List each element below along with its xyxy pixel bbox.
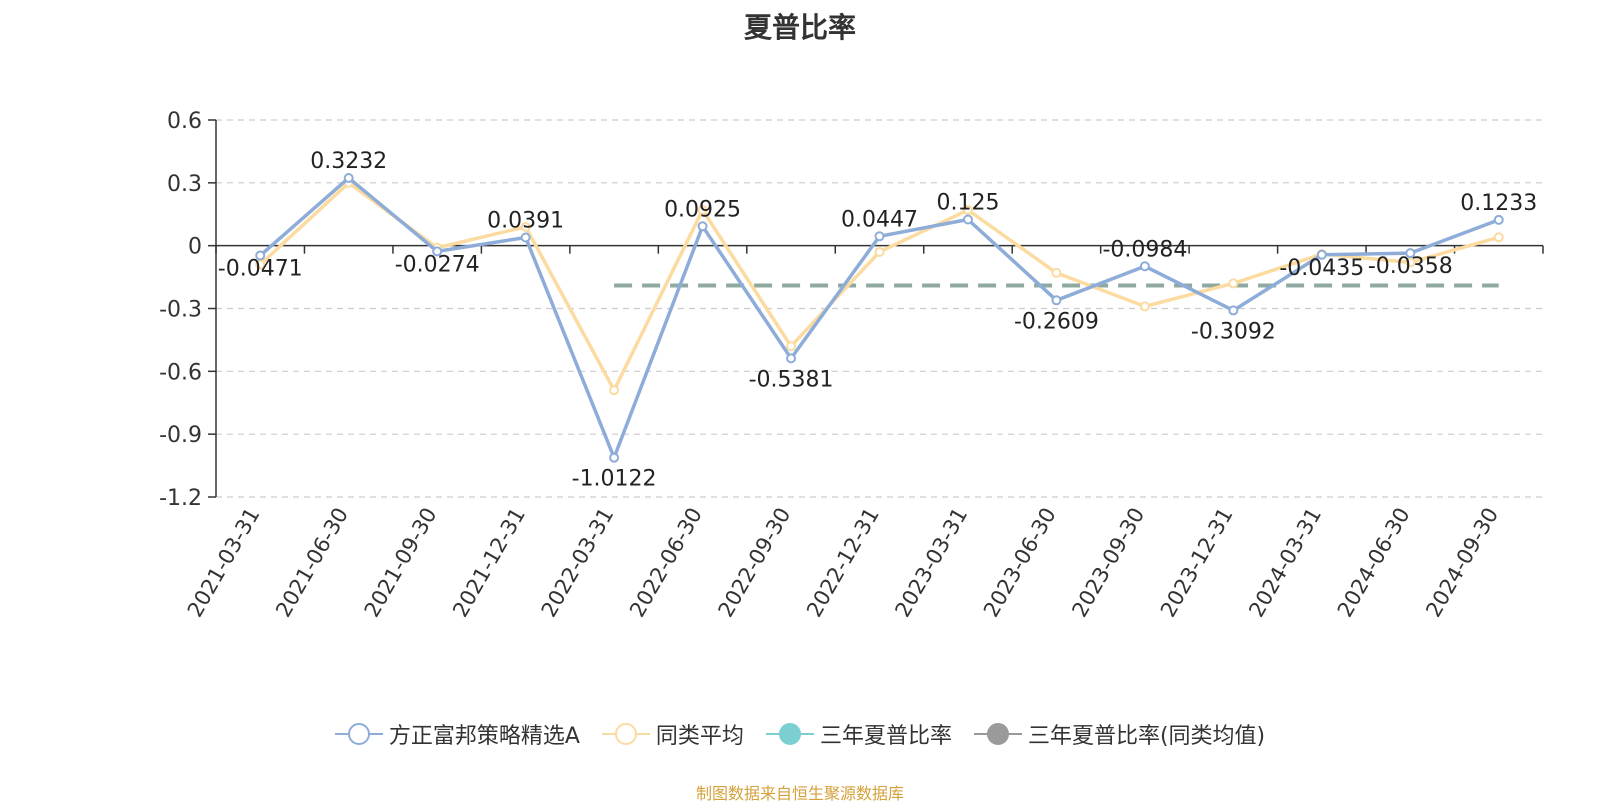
series-layer xyxy=(255,172,1504,463)
data-label: -0.0358 xyxy=(1368,254,1453,279)
x-tick-label: 2021-06-30 xyxy=(271,504,353,622)
data-point xyxy=(786,341,797,352)
data-point xyxy=(1051,295,1062,306)
legend-label: 方正富邦策略精选A xyxy=(388,724,580,749)
y-tick-label: -0.3 xyxy=(159,298,202,323)
x-tick-label: 2022-09-30 xyxy=(714,504,796,622)
data-label: 0.1233 xyxy=(1460,191,1537,216)
data-label: 0.125 xyxy=(936,190,999,215)
legend-marker-icon xyxy=(334,723,383,745)
data-point xyxy=(1051,267,1062,278)
legend-marker-icon xyxy=(973,723,1022,745)
data-point xyxy=(962,214,973,225)
data-point xyxy=(1405,257,1416,268)
chart-title: 夏普比率 xyxy=(743,11,856,44)
x-tick-label: 2023-03-31 xyxy=(890,504,972,622)
data-point xyxy=(1493,214,1504,225)
data-point xyxy=(697,221,708,232)
data-point xyxy=(609,452,620,463)
y-tick-label: -0.9 xyxy=(159,423,202,448)
data-label: -0.5381 xyxy=(749,367,834,392)
y-tick-label: -1.2 xyxy=(159,486,202,511)
data-point xyxy=(874,231,885,242)
legend-label: 三年夏普比率 xyxy=(819,724,952,749)
x-tick-label: 2023-09-30 xyxy=(1067,504,1149,622)
x-tick-label: 2023-06-30 xyxy=(979,504,1061,622)
data-point xyxy=(255,250,266,261)
source-note: 制图数据来自恒生聚源数据库 xyxy=(695,784,904,803)
data-label: -0.3092 xyxy=(1191,319,1276,344)
x-tick-label: 2024-09-30 xyxy=(1421,504,1503,622)
y-tick-label: 0 xyxy=(188,235,202,260)
x-tick-label: 2021-09-30 xyxy=(360,503,442,621)
data-label: -0.0435 xyxy=(1279,256,1364,281)
data-point xyxy=(432,246,443,257)
x-tick-label: 2021-12-31 xyxy=(448,504,530,622)
legend-item[interactable]: 方正富邦策略精选A xyxy=(334,718,580,750)
legend-item[interactable]: 同类平均 xyxy=(601,718,744,750)
legend-marker-icon xyxy=(765,723,814,745)
data-point xyxy=(1405,248,1416,259)
data-point xyxy=(1228,305,1239,316)
y-tick-label: 0.3 xyxy=(167,172,202,197)
data-point xyxy=(874,246,885,257)
legend-marker-icon xyxy=(601,723,650,745)
data-point xyxy=(962,205,973,216)
x-tick-label: 2022-12-31 xyxy=(802,504,884,622)
data-label: 0.0391 xyxy=(487,208,564,233)
data-label: 0.3232 xyxy=(310,149,387,174)
x-tick-label: 2021-03-31 xyxy=(183,504,265,622)
y-tick-label: -0.6 xyxy=(159,360,202,385)
data-point xyxy=(609,385,620,396)
x-tick-label: 2022-03-31 xyxy=(537,504,619,622)
data-label: -0.2609 xyxy=(1014,309,1099,334)
data-label: -1.0122 xyxy=(572,467,657,492)
data-point xyxy=(520,232,531,243)
legend-label: 同类平均 xyxy=(655,724,744,749)
data-point xyxy=(1139,261,1150,272)
legend-item[interactable]: 三年夏普比率(同类均值) xyxy=(973,718,1266,750)
data-label: 0.0447 xyxy=(841,207,918,232)
x-tick-label: 2024-06-30 xyxy=(1333,504,1415,622)
data-label: -0.0471 xyxy=(218,257,303,282)
data-point xyxy=(1316,249,1327,260)
data-point xyxy=(1139,301,1150,312)
data-point xyxy=(1493,232,1504,243)
data-point xyxy=(1228,278,1239,289)
data-label: 0.0925 xyxy=(664,197,741,222)
legend-item[interactable]: 三年夏普比率 xyxy=(765,718,952,750)
data-label: -0.0984 xyxy=(1102,237,1187,262)
legend-label: 三年夏普比率(同类均值) xyxy=(1027,724,1266,749)
data-point xyxy=(343,172,354,183)
y-tick-label: 0.6 xyxy=(167,109,202,134)
x-tick-label: 2022-06-30 xyxy=(625,504,707,622)
data-point xyxy=(786,353,797,364)
data-point xyxy=(520,221,531,232)
x-tick-label: 2024-03-31 xyxy=(1244,504,1326,622)
x-tick-label: 2023-12-31 xyxy=(1156,504,1238,622)
grid-lines xyxy=(216,119,1543,498)
data-labels: -0.0471 0.3232 -0.0274 0.0391 -1.0122 0.0925 -… xyxy=(218,149,1537,492)
data-point xyxy=(697,205,708,216)
legend: 方正富邦策略精选A 同类平均 三年夏普比率 三年夏普比率(同类均值) xyxy=(0,718,1600,750)
data-label: -0.0274 xyxy=(395,252,480,277)
